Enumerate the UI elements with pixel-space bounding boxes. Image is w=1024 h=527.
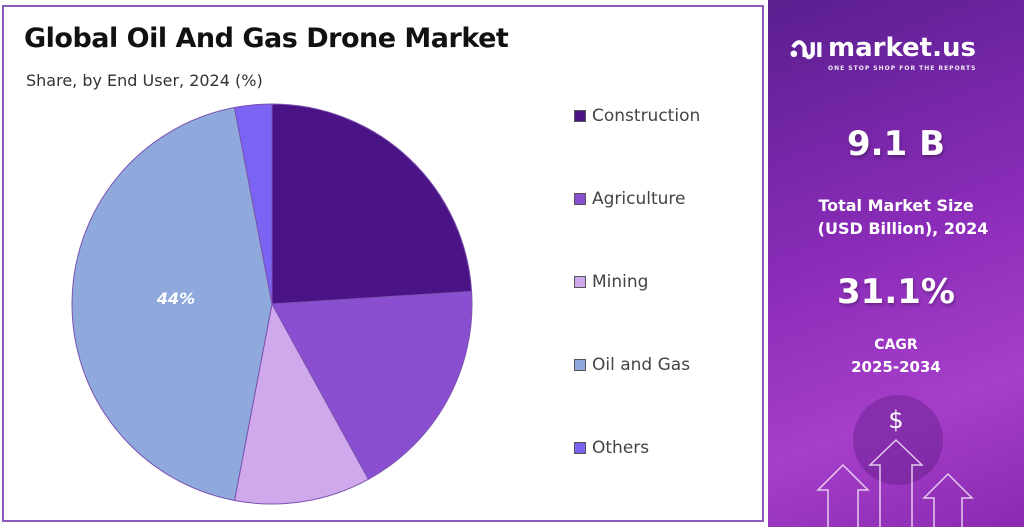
legend-item: Oil and Gas bbox=[574, 354, 690, 376]
pie-slice-construction bbox=[271, 103, 473, 305]
cagr-period: 2025-2034 bbox=[851, 358, 941, 376]
data-label: 44% bbox=[156, 289, 195, 308]
pie-chart: 44% bbox=[71, 103, 473, 505]
legend-swatch bbox=[574, 359, 586, 371]
legend-swatch bbox=[574, 276, 586, 288]
legend-label: Agriculture bbox=[592, 189, 686, 209]
market-size-label: Total Market Size bbox=[818, 196, 974, 215]
background-decoration bbox=[816, 395, 974, 527]
pie-slice-mining bbox=[233, 302, 370, 505]
legend-label: Others bbox=[592, 438, 650, 458]
stats-panel: market.us ONE STOP SHOP FOR THE REPORTS … bbox=[768, 0, 1024, 527]
brand-name: market.us bbox=[828, 33, 976, 63]
pie-slice-oil-and-gas bbox=[71, 106, 273, 502]
legend-swatch bbox=[574, 442, 586, 454]
chart-subtitle: Share, by End User, 2024 (%) bbox=[26, 71, 263, 90]
legend-item: Others bbox=[574, 437, 649, 459]
chart-title: Global Oil And Gas Drone Market bbox=[24, 23, 509, 54]
legend-label: Mining bbox=[592, 272, 649, 292]
legend-label: Construction bbox=[592, 106, 701, 126]
brand-logo: market.us bbox=[786, 34, 976, 62]
legend-swatch bbox=[574, 110, 586, 122]
market-size-value: 9.1 B bbox=[847, 124, 945, 164]
pie-slice-others bbox=[233, 103, 273, 305]
legend-item: Agriculture bbox=[574, 188, 686, 210]
cagr-label: CAGR bbox=[874, 337, 918, 353]
dollar-icon: $ bbox=[888, 406, 904, 434]
brand-tagline: ONE STOP SHOP FOR THE REPORTS bbox=[828, 65, 977, 72]
pie-slice-agriculture bbox=[271, 290, 473, 480]
market-size-unit: (USD Billion), 2024 bbox=[817, 219, 989, 238]
market-us-logo-icon bbox=[790, 40, 822, 60]
growth-arrows-icon bbox=[816, 438, 974, 527]
legend-item: Mining bbox=[574, 271, 648, 293]
cagr-value: 31.1% bbox=[837, 272, 955, 312]
legend-label: Oil and Gas bbox=[592, 355, 691, 375]
chart-panel: Global Oil And Gas Drone Market Share, b… bbox=[2, 5, 764, 522]
legend-swatch bbox=[574, 193, 586, 205]
legend-item: Construction bbox=[574, 105, 700, 127]
